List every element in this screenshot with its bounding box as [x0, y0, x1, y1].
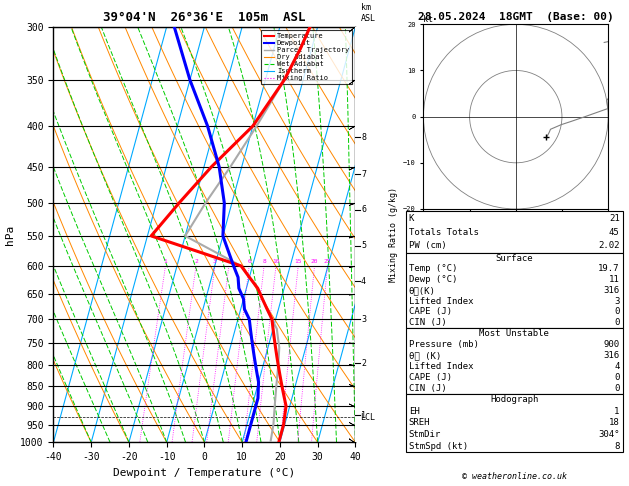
Text: 2: 2 — [361, 359, 366, 367]
Text: 2: 2 — [194, 259, 198, 264]
Text: CAPE (J): CAPE (J) — [409, 373, 452, 382]
Text: StmDir: StmDir — [409, 430, 441, 439]
Text: 11: 11 — [609, 275, 620, 284]
Text: 4: 4 — [361, 277, 366, 286]
Text: 6: 6 — [361, 206, 366, 214]
Text: 1: 1 — [164, 259, 167, 264]
X-axis label: Dewpoint / Temperature (°C): Dewpoint / Temperature (°C) — [113, 468, 296, 478]
Text: K: K — [409, 214, 415, 223]
Text: Lifted Index: Lifted Index — [409, 362, 474, 371]
Text: Surface: Surface — [496, 254, 533, 262]
Text: 900: 900 — [603, 340, 620, 349]
Text: km
ASL: km ASL — [361, 3, 376, 22]
Text: 1: 1 — [361, 411, 366, 420]
Text: 10: 10 — [272, 259, 280, 264]
Text: 6: 6 — [247, 259, 251, 264]
Text: Lifted Index: Lifted Index — [409, 296, 474, 306]
Text: 1: 1 — [614, 407, 620, 416]
Text: 15: 15 — [294, 259, 302, 264]
Text: 20: 20 — [311, 259, 318, 264]
Text: 28.05.2024  18GMT  (Base: 00): 28.05.2024 18GMT (Base: 00) — [418, 12, 614, 22]
Text: Most Unstable: Most Unstable — [479, 329, 549, 338]
Text: 0: 0 — [614, 318, 620, 327]
Text: EH: EH — [409, 407, 420, 416]
Text: Dewp (°C): Dewp (°C) — [409, 275, 457, 284]
Text: 5: 5 — [361, 242, 366, 250]
Text: SREH: SREH — [409, 418, 430, 427]
Text: 39°04'N  26°36'E  105m  ASL: 39°04'N 26°36'E 105m ASL — [103, 11, 306, 24]
Text: LCL: LCL — [360, 413, 375, 422]
Text: 8: 8 — [361, 133, 366, 141]
Text: θᴄ(K): θᴄ(K) — [409, 286, 436, 295]
Text: 3: 3 — [213, 259, 217, 264]
Text: Hodograph: Hodograph — [490, 395, 538, 404]
Text: Totals Totals: Totals Totals — [409, 227, 479, 237]
Text: 8: 8 — [262, 259, 266, 264]
Text: 4: 4 — [227, 259, 231, 264]
Text: 0: 0 — [614, 383, 620, 393]
Text: 45: 45 — [609, 227, 620, 237]
Text: 304°: 304° — [598, 430, 620, 439]
Text: 4: 4 — [614, 362, 620, 371]
Text: CAPE (J): CAPE (J) — [409, 308, 452, 316]
Text: 21: 21 — [609, 214, 620, 223]
Y-axis label: hPa: hPa — [4, 225, 14, 244]
Text: 8: 8 — [614, 442, 620, 451]
Text: 3: 3 — [614, 296, 620, 306]
Text: 0: 0 — [614, 373, 620, 382]
Text: Pressure (mb): Pressure (mb) — [409, 340, 479, 349]
Text: Mixing Ratio (g/kg): Mixing Ratio (g/kg) — [389, 187, 398, 282]
Text: StmSpd (kt): StmSpd (kt) — [409, 442, 468, 451]
Text: PW (cm): PW (cm) — [409, 242, 447, 250]
Text: 2.02: 2.02 — [598, 242, 620, 250]
Text: Temp (°C): Temp (°C) — [409, 264, 457, 273]
Text: © weatheronline.co.uk: © weatheronline.co.uk — [462, 472, 567, 481]
Text: 316: 316 — [603, 286, 620, 295]
Text: CIN (J): CIN (J) — [409, 383, 447, 393]
Text: 7: 7 — [361, 170, 366, 179]
Text: 18: 18 — [609, 418, 620, 427]
Text: 316: 316 — [603, 351, 620, 360]
Text: 3: 3 — [361, 314, 366, 324]
Legend: Temperature, Dewpoint, Parcel Trajectory, Dry Adiabat, Wet Adiabat, Isotherm, Mi: Temperature, Dewpoint, Parcel Trajectory… — [261, 30, 352, 84]
Text: 0: 0 — [614, 308, 620, 316]
Text: 19.7: 19.7 — [598, 264, 620, 273]
Text: θᴄ (K): θᴄ (K) — [409, 351, 441, 360]
Text: 25: 25 — [324, 259, 331, 264]
Text: CIN (J): CIN (J) — [409, 318, 447, 327]
Text: kt: kt — [423, 15, 433, 24]
